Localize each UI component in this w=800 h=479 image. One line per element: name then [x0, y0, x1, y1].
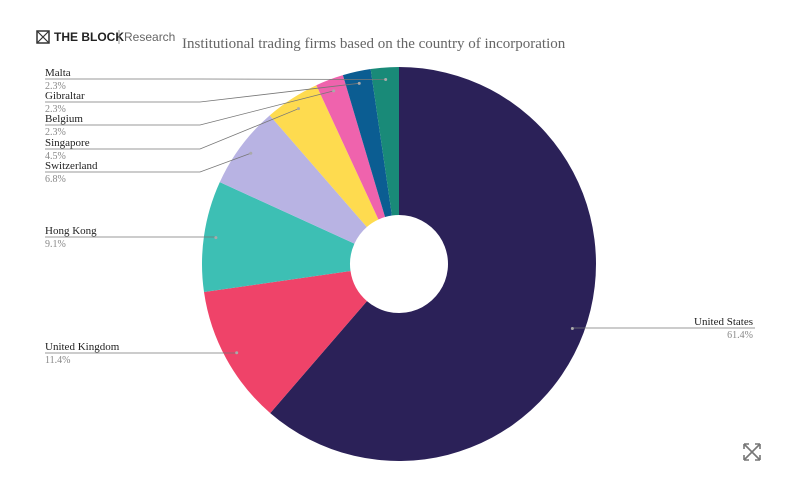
logo-icon	[36, 30, 50, 44]
donut-slice	[316, 75, 386, 220]
brand-name: THE BLOCK	[54, 30, 124, 44]
chart-title: Institutional trading firms based on the…	[182, 36, 566, 52]
donut-slice	[269, 85, 379, 228]
slice-label: Switzerland	[45, 160, 98, 172]
slice-value-label: 4.5%	[45, 151, 66, 162]
leader-line	[45, 236, 217, 238]
leader-dot	[332, 89, 336, 93]
expand-icon[interactable]	[743, 443, 761, 461]
plot: United States 61.4% United Kingdom 11.4% Hon…	[45, 67, 755, 461]
slice-label: United States	[694, 316, 753, 328]
donut-slice	[219, 115, 367, 244]
slice-label: United Kingdom	[45, 341, 120, 353]
leader-dot	[235, 351, 239, 355]
slice-label: Gibraltar	[45, 90, 85, 102]
slice-value-label: 11.4%	[45, 355, 70, 366]
slice-label: Hong Kong	[45, 225, 97, 237]
leader-line	[45, 90, 334, 126]
slice-value-label: 2.3%	[45, 81, 66, 92]
logo-icon-cross	[36, 30, 50, 44]
leader-dot	[570, 327, 574, 331]
leader-line	[571, 327, 755, 329]
brand-section: Research	[124, 30, 175, 44]
leader-dot	[384, 77, 388, 81]
leader-line	[45, 152, 251, 173]
leader-dot	[214, 236, 218, 240]
leader-dot	[296, 107, 300, 111]
leader-line	[45, 108, 299, 150]
leader-dot	[357, 81, 361, 85]
donut-slice	[270, 67, 596, 461]
leader-line	[45, 82, 360, 103]
donut-slice	[370, 67, 399, 216]
donut-slice	[202, 182, 355, 293]
slice-label: Malta	[45, 67, 71, 79]
donut-slice	[342, 69, 392, 218]
slice-value-label: 9.1%	[45, 239, 66, 250]
slice-label: Belgium	[45, 113, 83, 125]
leader-dot	[249, 151, 253, 155]
slice-value-label: 6.8%	[45, 174, 66, 185]
donut-slice	[204, 270, 367, 414]
slice-value-label: 61.4%	[727, 330, 753, 341]
slice-value-label: 2.3%	[45, 127, 66, 138]
slice-label: Singapore	[45, 137, 90, 149]
brand-logo: THE BLOCK Research	[36, 30, 175, 44]
slice-value-label: 2.3%	[45, 104, 66, 115]
